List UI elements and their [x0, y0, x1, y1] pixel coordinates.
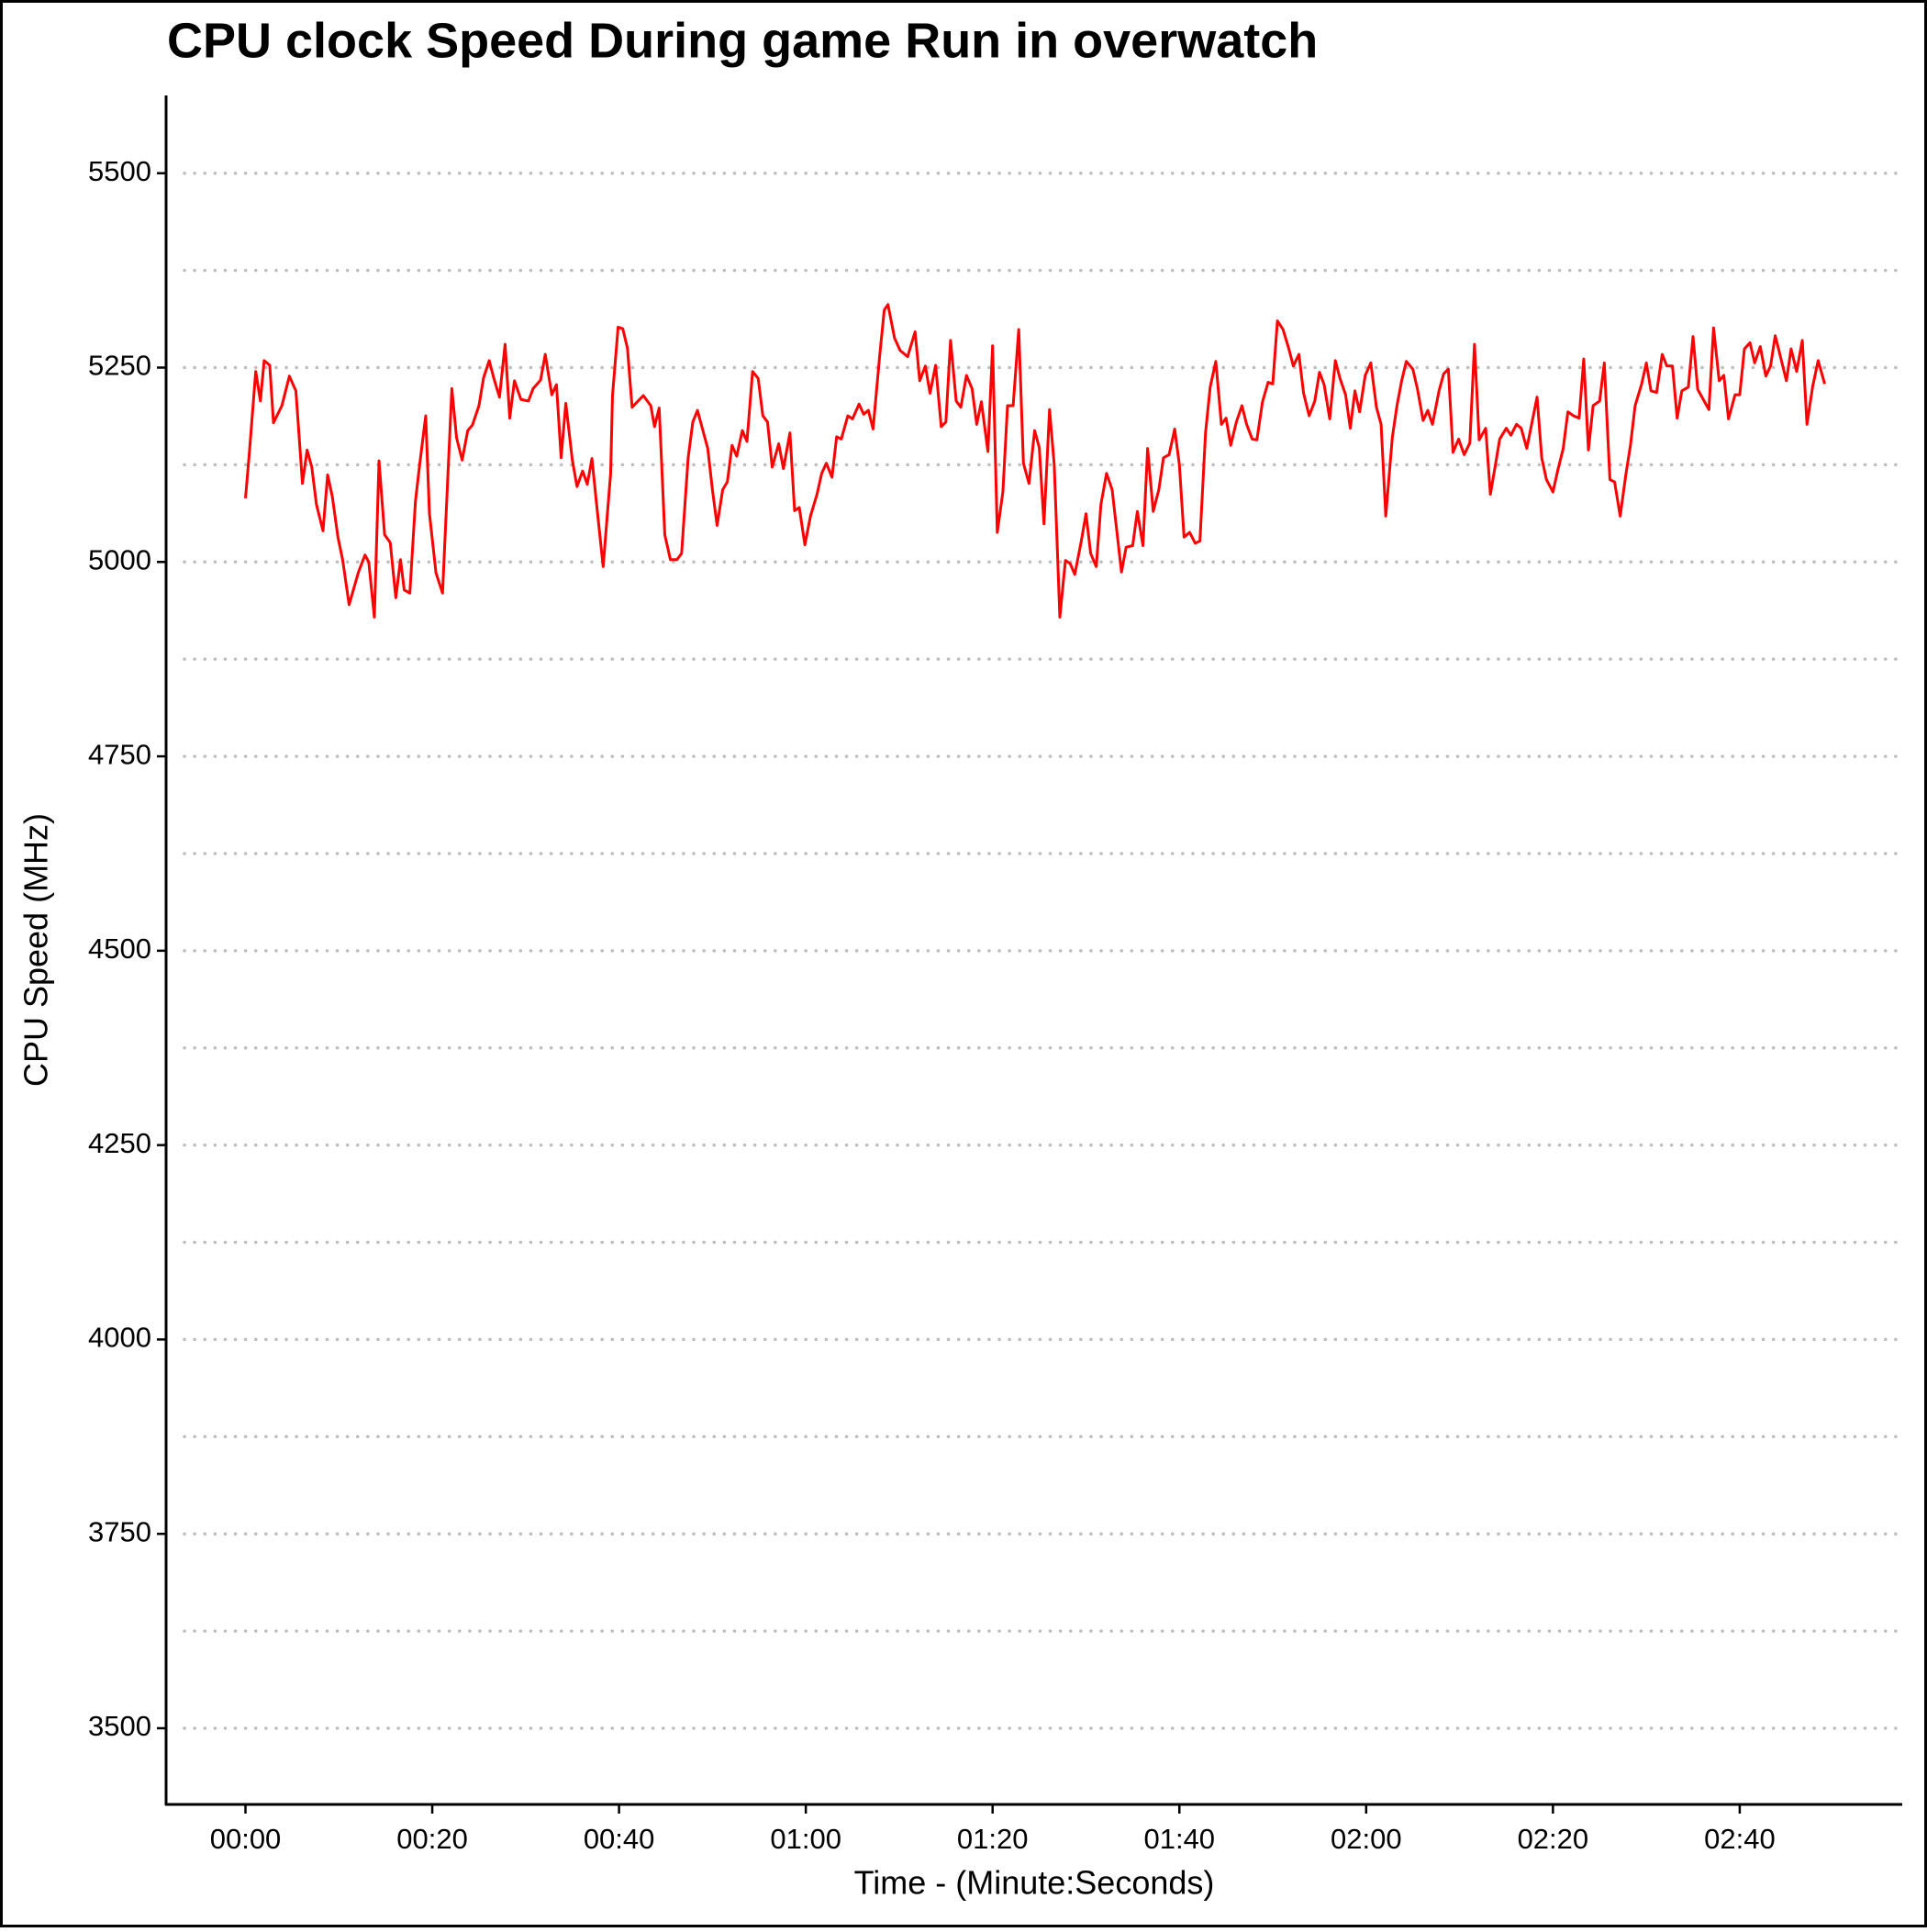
y-tick-label: 4500 [88, 932, 151, 965]
x-tick-label: 00:20 [396, 1823, 468, 1855]
y-tick-label: 4750 [88, 738, 151, 770]
y-tick-label: 4000 [88, 1322, 151, 1354]
x-tick-label: 02:00 [1331, 1823, 1402, 1855]
x-tick-label: 01:20 [957, 1823, 1029, 1855]
y-tick-label: 4250 [88, 1127, 151, 1159]
chart-title: CPU clock Speed During game Run in overw… [167, 13, 1318, 68]
x-tick-label: 00:40 [584, 1823, 655, 1855]
y-tick-label: 5250 [88, 350, 151, 382]
y-tick-label: 3750 [88, 1515, 151, 1547]
x-tick-label: 01:40 [1143, 1823, 1215, 1855]
y-tick-label: 5000 [88, 543, 151, 575]
x-axis-label: Time - (Minute:Seconds) [854, 1864, 1215, 1902]
y-tick-label: 3500 [88, 1710, 151, 1742]
x-tick-label: 02:20 [1518, 1823, 1589, 1855]
x-tick-label: 00:00 [210, 1823, 282, 1855]
data-line [244, 303, 1826, 619]
x-tick-label: 01:00 [770, 1823, 841, 1855]
y-axis-label: CPU Speed (MHz) [17, 813, 55, 1087]
x-tick-label: 02:40 [1704, 1823, 1776, 1855]
y-tick-label: 5500 [88, 155, 151, 187]
